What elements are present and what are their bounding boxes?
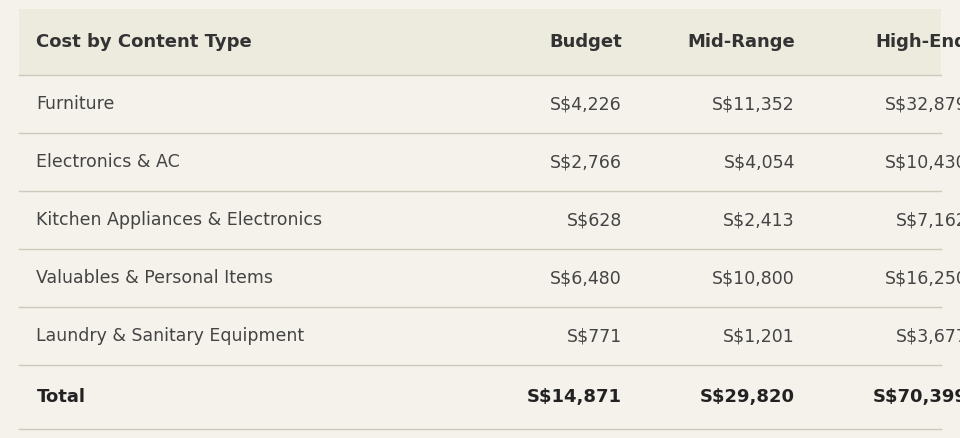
FancyBboxPatch shape	[19, 307, 941, 365]
Text: Laundry & Sanitary Equipment: Laundry & Sanitary Equipment	[36, 327, 304, 345]
Text: S$628: S$628	[566, 211, 622, 229]
Text: Valuables & Personal Items: Valuables & Personal Items	[36, 269, 274, 287]
Text: S$1,201: S$1,201	[723, 327, 795, 345]
Text: S$10,800: S$10,800	[712, 269, 795, 287]
FancyBboxPatch shape	[19, 249, 941, 307]
Text: Furniture: Furniture	[36, 95, 115, 113]
Text: Budget: Budget	[549, 33, 622, 51]
FancyBboxPatch shape	[19, 75, 941, 133]
Text: S$10,430: S$10,430	[885, 153, 960, 171]
Text: Mid-Range: Mid-Range	[687, 33, 795, 51]
Text: S$3,677: S$3,677	[896, 327, 960, 345]
Text: S$32,879: S$32,879	[885, 95, 960, 113]
Text: S$11,352: S$11,352	[712, 95, 795, 113]
FancyBboxPatch shape	[19, 9, 941, 75]
Text: S$29,820: S$29,820	[700, 388, 795, 406]
Text: S$7,162: S$7,162	[896, 211, 960, 229]
FancyBboxPatch shape	[19, 133, 941, 191]
Text: S$70,399: S$70,399	[873, 388, 960, 406]
Text: S$771: S$771	[566, 327, 622, 345]
Text: High-End: High-End	[876, 33, 960, 51]
Text: S$4,054: S$4,054	[724, 153, 795, 171]
Text: S$6,480: S$6,480	[550, 269, 622, 287]
Text: Total: Total	[36, 388, 85, 406]
Text: Kitchen Appliances & Electronics: Kitchen Appliances & Electronics	[36, 211, 323, 229]
Text: S$2,766: S$2,766	[550, 153, 622, 171]
Text: Electronics & AC: Electronics & AC	[36, 153, 180, 171]
FancyBboxPatch shape	[19, 365, 941, 429]
Text: S$16,250: S$16,250	[885, 269, 960, 287]
Text: S$4,226: S$4,226	[550, 95, 622, 113]
FancyBboxPatch shape	[19, 191, 941, 249]
Text: S$14,871: S$14,871	[527, 388, 622, 406]
Text: S$2,413: S$2,413	[723, 211, 795, 229]
Text: Cost by Content Type: Cost by Content Type	[36, 33, 252, 51]
